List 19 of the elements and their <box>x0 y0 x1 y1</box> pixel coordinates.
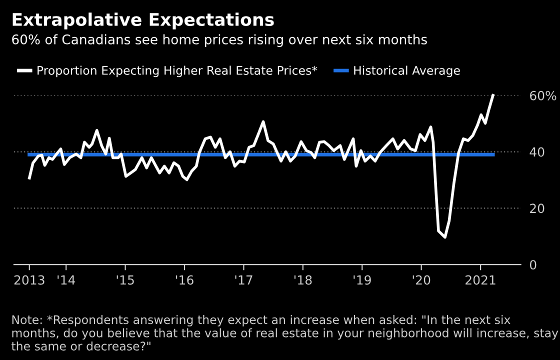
chart-title: Extrapolative Expectations <box>12 12 274 30</box>
line-series <box>28 94 494 239</box>
y-tick-label: 60% <box>530 90 556 100</box>
x-tick-label: '17 <box>235 275 252 285</box>
x-tick-label: '18 <box>294 275 312 285</box>
x-tick-label: '14 <box>58 275 76 285</box>
y-tick-label: 20 <box>530 204 544 214</box>
legend-label: Historical Average <box>354 66 460 78</box>
text: Note: *Respondents answering they expect an increase when asked: "In the next six months, do you believe that the value of real estate in your neighborhood will increase, stay the same or decrease?" <box>12 315 558 351</box>
x-tick-label: 2013 <box>14 275 44 285</box>
y-tick-label: 40 <box>530 147 544 157</box>
x-tick-label: '16 <box>176 275 194 285</box>
x-tick-label: '15 <box>116 275 134 285</box>
y-tick-label: 0 <box>530 260 536 270</box>
x-tick-label: '19 <box>354 275 371 285</box>
chart-subtitle: 60% of Canadians see home prices rising over next six months <box>12 34 427 47</box>
x-tick-label: '20 <box>412 275 430 285</box>
x-tick-label: 2021 <box>466 275 496 285</box>
legend-label: Proportion Expecting Higher Real Estate Prices* <box>38 66 318 78</box>
